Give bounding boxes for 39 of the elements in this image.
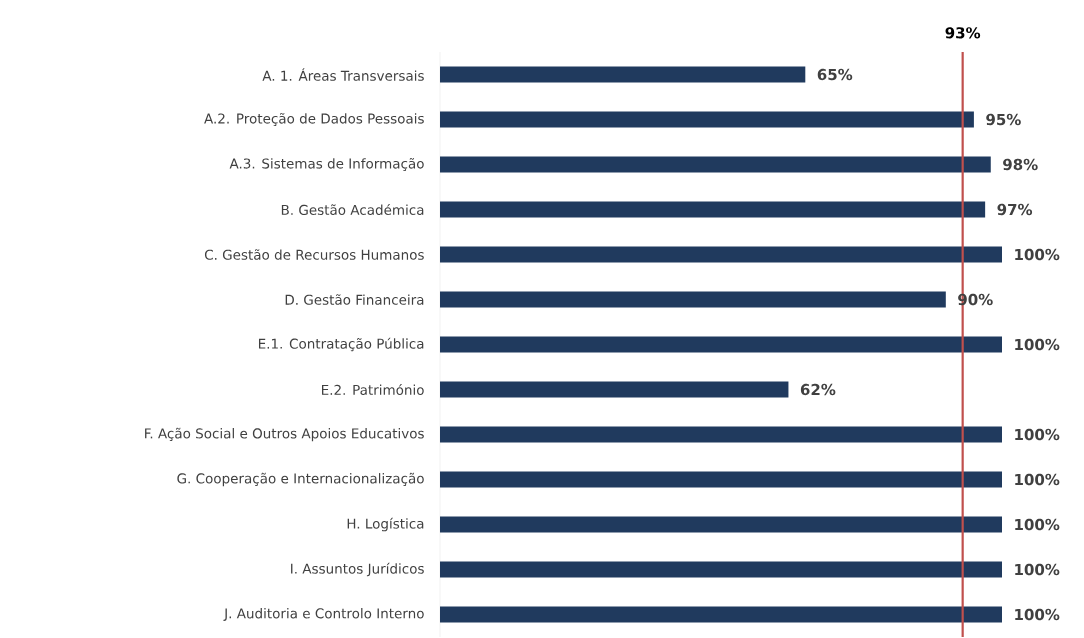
y-tick-label: I. Assuntos Jurídicos — [291, 562, 424, 577]
y-tick-label: J. Auditoria e Controlo Interno — [223, 607, 424, 621]
data-label: 65% — [817, 68, 853, 81]
y-tick-label: A. 1. Áreas Transversais — [262, 68, 424, 81]
bar — [440, 336, 1002, 353]
y-tick-label: E.1. Contratação Pública — [258, 337, 424, 352]
data-label: 100% — [1015, 428, 1060, 441]
data-label: 100% — [1015, 473, 1060, 486]
ref-line-label: 93% — [945, 27, 981, 39]
bar — [440, 66, 806, 83]
bar — [440, 426, 1002, 443]
bar — [440, 246, 1002, 263]
data-label: 100% — [1015, 563, 1060, 576]
data-label: 100% — [1015, 608, 1060, 621]
bar — [440, 381, 789, 398]
bar — [440, 201, 986, 218]
y-tick-label: B. Gestão Académica — [281, 203, 424, 215]
bar — [440, 291, 946, 308]
y-tick-label: D. Gestão Financeira — [285, 294, 424, 305]
data-label: 100% — [1015, 248, 1060, 261]
bar — [440, 156, 991, 173]
y-tick-label: F. Ação Social e Outros Apoios Educativos — [145, 427, 424, 442]
bar — [440, 561, 1002, 578]
bar — [440, 471, 1002, 488]
data-label: 100% — [1015, 338, 1060, 351]
data-label: 98% — [1003, 158, 1038, 171]
data-label: 62% — [800, 383, 836, 396]
y-tick-label: E.2. Património — [322, 383, 424, 395]
data-label: 100% — [1015, 518, 1060, 531]
y-tick-label: A.3. Sistemas de Informação — [229, 157, 424, 172]
data-label: 97% — [997, 203, 1033, 216]
bar — [440, 516, 1002, 533]
y-tick-label: C. Gestão de Recursos Humanos — [204, 249, 424, 260]
data-label: 95% — [986, 113, 1021, 126]
bar — [440, 111, 974, 128]
bar — [440, 606, 1002, 623]
y-tick-label: G. Cooperação e Internacionalização — [177, 472, 424, 487]
y-tick-label: H. Logística — [347, 517, 424, 532]
y-tick-label: A.2. Proteção de Dados Pessoais — [204, 112, 424, 127]
